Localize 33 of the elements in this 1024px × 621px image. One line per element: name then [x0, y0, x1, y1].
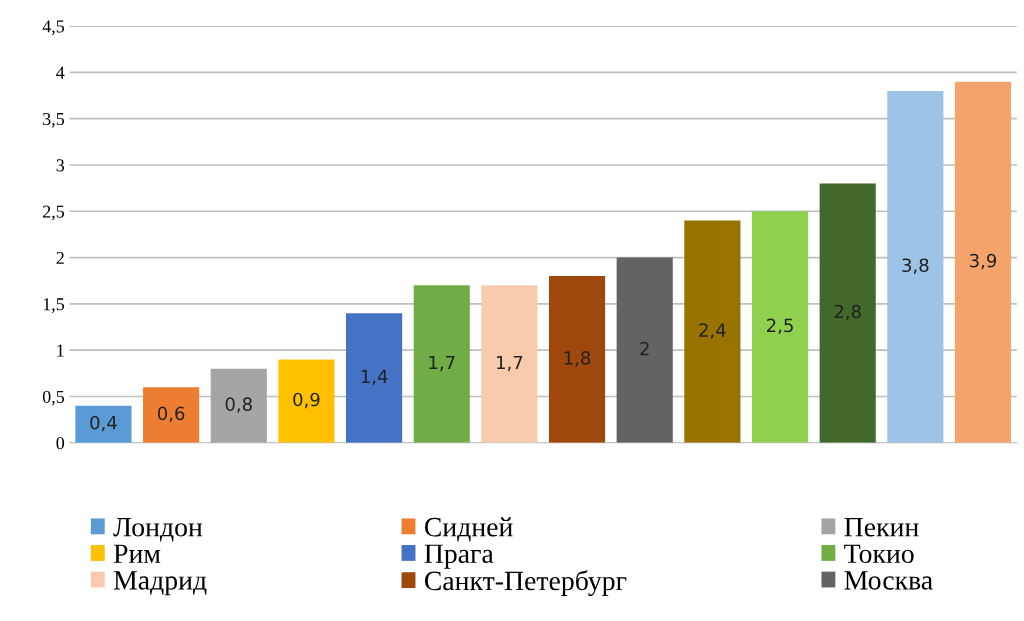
legend-label: Прага — [424, 544, 494, 569]
data-label: 1,7 — [497, 355, 523, 372]
data-label: 0,6 — [157, 406, 185, 423]
legend-label: Санкт-Петербург — [424, 570, 627, 596]
y-tick-label: 2,5 — [42, 205, 65, 221]
legend-label: Сидней — [424, 517, 513, 542]
data-label: 1,8 — [564, 351, 591, 367]
data-label: 3,8 — [902, 258, 929, 274]
data-label: 2,8 — [834, 304, 861, 321]
y-tick-label: 4,5 — [42, 20, 65, 36]
y-tick-label: 1 — [57, 344, 64, 357]
data-label: 0,8 — [225, 397, 252, 413]
legend-label: Рим — [113, 544, 161, 563]
data-label: 2,5 — [767, 318, 793, 335]
y-tick-label: 2 — [56, 251, 64, 264]
y-tick-label: 0 — [56, 437, 65, 450]
legend-label: Лондон — [113, 518, 203, 542]
legend-label: Токио — [844, 544, 914, 564]
legend-label: Москва — [844, 571, 933, 590]
data-label: 3,9 — [970, 253, 997, 270]
data-label: 0,4 — [90, 415, 117, 432]
legend-label: Мадрид — [113, 571, 207, 596]
y-tick-label: 4 — [56, 66, 65, 79]
y-tick-label: 1,5 — [43, 298, 65, 313]
data-label: 2 — [640, 341, 649, 356]
y-tick-label: 3 — [56, 159, 65, 172]
y-tick-label: 0,5 — [42, 390, 65, 406]
data-label: 2,4 — [699, 323, 726, 339]
data-label: 1,4 — [361, 369, 388, 386]
y-tick-label: 3,5 — [43, 112, 65, 128]
data-label: 0,9 — [293, 392, 320, 409]
legend-label: Пекин — [844, 518, 919, 537]
data-label: 1,7 — [429, 355, 455, 372]
